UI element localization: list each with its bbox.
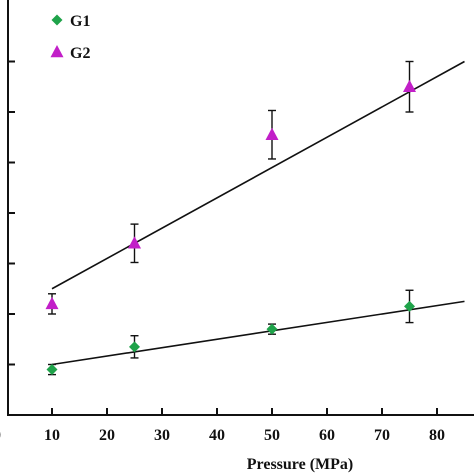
error-bars (48, 60, 414, 376)
point-g1 (129, 341, 140, 353)
legend-marker-g1 (51, 14, 63, 26)
point-g1 (404, 300, 415, 312)
legend: G1 G2 (50, 13, 90, 62)
point-g1 (266, 323, 278, 335)
x-tick-label: 0 (0, 427, 1, 444)
fit-line-g2 (51, 60, 465, 290)
x-tick-label: 80 (429, 427, 445, 444)
point-g1 (46, 364, 58, 376)
legend-label-g2: G2 (70, 45, 90, 62)
axes: 0 10 20 30 40 50 60 70 80 (0, 0, 474, 444)
x-tick-label: 40 (209, 427, 225, 444)
fit-line-g1 (51, 300, 465, 366)
legend-label-g1: G1 (70, 13, 90, 30)
x-tick-label: 50 (264, 427, 280, 444)
point-g2 (128, 236, 141, 249)
legend-marker-g2 (50, 45, 64, 58)
data-points (45, 79, 416, 376)
x-tick-label: 30 (154, 427, 170, 444)
x-tick-label: 10 (44, 427, 60, 444)
x-tick-label: 20 (99, 427, 115, 444)
x-axis-title: Pressure (MPa) (247, 456, 353, 473)
point-g2 (45, 296, 59, 310)
point-g2 (403, 79, 416, 92)
fit-lines (51, 60, 465, 366)
point-g2 (265, 127, 279, 140)
x-tick-label: 60 (319, 427, 335, 444)
x-tick-label: 70 (374, 427, 390, 444)
